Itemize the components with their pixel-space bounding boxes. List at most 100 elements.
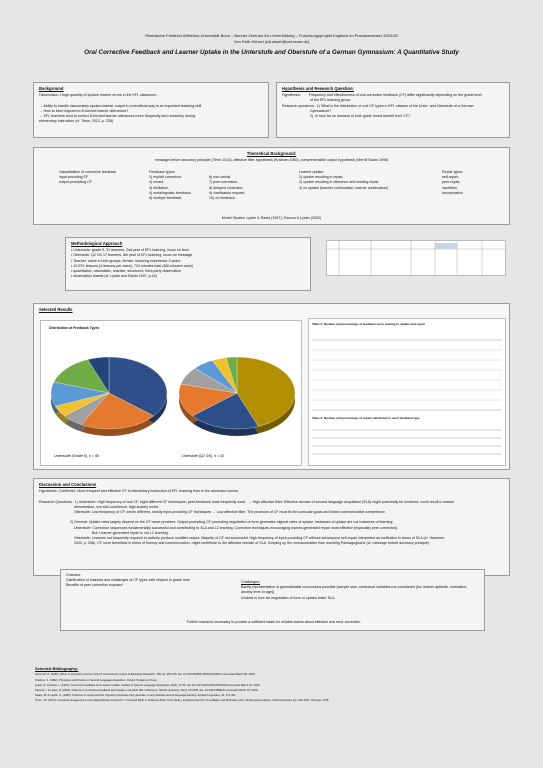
text-line: Oberstufe: Low frequency of CF, seven di… xyxy=(39,510,386,514)
text-line: elementary instruction (cf. Timm, 2013, … xyxy=(39,119,114,124)
text-line: Classification of corrective feedback xyxy=(59,170,117,174)
challenges-title: Challenges: xyxy=(241,580,260,584)
pie-caption: Unterstufe (Grade 5), n = 50 xyxy=(54,454,99,458)
text-block: Hypothesis: Frequency and effectiveness … xyxy=(282,93,504,119)
title: Oral Corrective Feedback and Learner Upt… xyxy=(84,49,459,56)
pie-caption: Oberstufe (Q2 GK), n = 82 xyxy=(182,454,224,458)
text-block: Learner uptake: 1) uptake resulting in re… xyxy=(299,170,388,191)
text-line: 2002, p. 258). CF more beneficial in ter… xyxy=(39,541,431,546)
text-line: 2) General: Uptake rates largely depend … xyxy=(39,520,394,525)
chart-title: Distribution of Feedback Types xyxy=(49,326,100,330)
text-line: peer-repair, xyxy=(442,180,461,185)
section-title: Hypothesis and Research Question: xyxy=(282,86,354,91)
text-block: Hypothesis: Confirmed. More frequent and… xyxy=(39,489,504,546)
text-line: demotivation, low self-confidence, high … xyxy=(39,504,160,509)
text-line: Observation: Huge quantity of spoken lea… xyxy=(39,93,158,98)
section-title: Selected Bibliography: xyxy=(35,666,79,671)
text-block: 6) non-verbal, 7) peer correction, 8) dela… xyxy=(209,170,245,201)
text-block: Feedback types: 1) explicit correction, 2)… xyxy=(149,170,192,201)
text-line: anxiety level or age)) xyxy=(241,590,275,595)
text-line: repetition, xyxy=(442,185,458,190)
text-line: Unclear in how far negotiation of form o… xyxy=(241,595,335,600)
text-line: 5) multiple feedback, xyxy=(149,196,183,201)
discussion-box: Discussion and Conclusions Hypothesis: C… xyxy=(33,478,510,576)
text-line: • 10 EFL lessons (4 lessons per class), … xyxy=(71,263,193,268)
theory-box: Theoretical Background: message before a… xyxy=(33,147,510,225)
pie-charts: Unterstufe (Grade 5), n = 50 Oberstufe (Q… xyxy=(50,356,296,458)
text-line: Oberstufe: Learners not frequently requi… xyxy=(39,536,446,540)
text-line: incorporation xyxy=(442,190,463,195)
institution: Rheinische Friedrich-Wilhelms-Universitä… xyxy=(145,33,398,38)
text-line: output-prompting CF xyxy=(59,180,92,185)
section-title: Background xyxy=(39,86,64,91)
text-line: Hammerl, R. (2002). When to and when (no… xyxy=(35,673,256,677)
text-line: • Unterstufe: grade 5, 31 learners, 2nd … xyxy=(71,248,189,253)
text-line: Unterstufe: Correction sequences fundame… xyxy=(39,525,399,530)
sheet-grid xyxy=(327,241,505,275)
text-line: 10) no feedback xyxy=(209,196,235,200)
text-line: Research Questions: 1) Unterstufe: High … xyxy=(39,499,455,504)
text-line: Timm, J.P. (2013). Korrekturmanagement i… xyxy=(35,699,330,703)
text-line: • Teacher: same in both groups, female, … xyxy=(71,258,181,263)
text-block: Barely representative or generalisable c… xyxy=(241,585,467,601)
text-block: Repair types: self-repair, peer-repair, rep… xyxy=(442,170,463,196)
pie-slice xyxy=(236,356,296,427)
header: Rheinische Friedrich-Wilhelms-Universitä… xyxy=(0,33,543,56)
pie-slice xyxy=(53,359,110,394)
text-line: 4) metalinguistic feedback, xyxy=(149,190,192,195)
table-caption: Table 2: Number and percentage of feedba… xyxy=(312,322,425,326)
text-line: Krashen, S. (1982). Principles and Pract… xyxy=(35,678,158,682)
hypothesis-box: Hypothesis and Research Question: Hypoth… xyxy=(276,82,510,138)
text-line: Swain, M. & Lapkin, S. (1995). Problems … xyxy=(35,694,237,698)
section-title: Selected Results xyxy=(39,307,73,312)
outlook-box: Chances: Clarification of chances and cha… xyxy=(60,569,485,631)
methodology-box: Methodological Approach • Unterstufe: gr… xyxy=(65,237,311,291)
text-line: → Ability to handle inaccurately spoken … xyxy=(39,103,202,108)
text-line: Hypothesis: Confirmed. More frequent and… xyxy=(39,489,240,494)
text-line: input-providing CF xyxy=(59,175,89,180)
text-line: • quantitative, naturalistic, reactive, … xyxy=(71,269,182,274)
text-line: Lyster, R. & Ranta, L. (1997). Correctiv… xyxy=(35,683,261,687)
text-line: Barely representative or generalisable c… xyxy=(241,585,468,590)
text-line: of the EFL learning group. xyxy=(282,98,352,103)
text-line: 1) uptake resulting in repair, xyxy=(299,175,344,180)
text-block: Hammerl, R. (2002). When to and when (no… xyxy=(35,673,510,704)
further-research: Further research necessary to provide a … xyxy=(186,620,361,624)
pie-slice xyxy=(192,392,259,430)
chances-title: Chances: xyxy=(66,573,82,577)
author: Von Ruth Kühsel (s3rukueh@uni-bonn.de) xyxy=(233,38,310,44)
text-line: 1) explicit correction, xyxy=(149,175,182,180)
text-line: Feedback types: xyxy=(149,170,176,174)
pie-slice xyxy=(80,392,154,430)
text-line: 2) In how far do learners of both grade … xyxy=(282,114,411,119)
text-line: • Oberstufe: Q2 GK,17 learners, 8th year… xyxy=(71,253,193,258)
pie-slice xyxy=(178,383,238,417)
text-block: Observation: Huge quantity of spoken lea… xyxy=(39,93,263,124)
text-line: Research questions: 1) What is the distr… xyxy=(282,103,474,108)
text-line: Benefits of peer correction exposed xyxy=(66,583,123,588)
background-box: Background Observation: Huge quantity of… xyxy=(33,82,269,138)
models: Model Studies: Lyster & Ranta (1997); Pa… xyxy=(221,216,322,220)
text-line: Gymnasium? xyxy=(282,108,332,113)
text-line: But: Learner-generated repair is not L2 … xyxy=(39,530,169,535)
text-line: self-repair, xyxy=(442,175,459,180)
text-block: Classification of corrective feedback inp… xyxy=(59,170,116,186)
pie-slice xyxy=(108,356,168,417)
section-title: Discussion and Conclusions xyxy=(39,482,97,487)
text-line: 3) elicitation, xyxy=(149,185,170,190)
observation-sheet xyxy=(326,240,506,276)
table-2 xyxy=(312,339,502,411)
text-block: • Unterstufe: grade 5, 31 learners, 2nd … xyxy=(71,248,305,279)
section-title: Theoretical Background: xyxy=(246,151,297,156)
text-line: 2) recast, xyxy=(149,180,164,185)
text-line: 9) clarification request, xyxy=(209,190,246,195)
text-line: → How to best respond to ill-formed lear… xyxy=(39,108,129,113)
tables-panel: Table 2: Number and percentage of feedba… xyxy=(308,318,506,466)
text-line: 2) uptake resulting in utterance still n… xyxy=(299,180,380,185)
table-3 xyxy=(312,429,502,455)
table-caption: Table 3: Number and percentage of repair… xyxy=(312,416,420,420)
pie-slice xyxy=(87,356,110,394)
text-line: Panova, I. & Lyster, R. (2002). Patterns… xyxy=(35,688,259,692)
text-line: • observation sheets (cf. Lyster and Ran… xyxy=(71,274,157,279)
